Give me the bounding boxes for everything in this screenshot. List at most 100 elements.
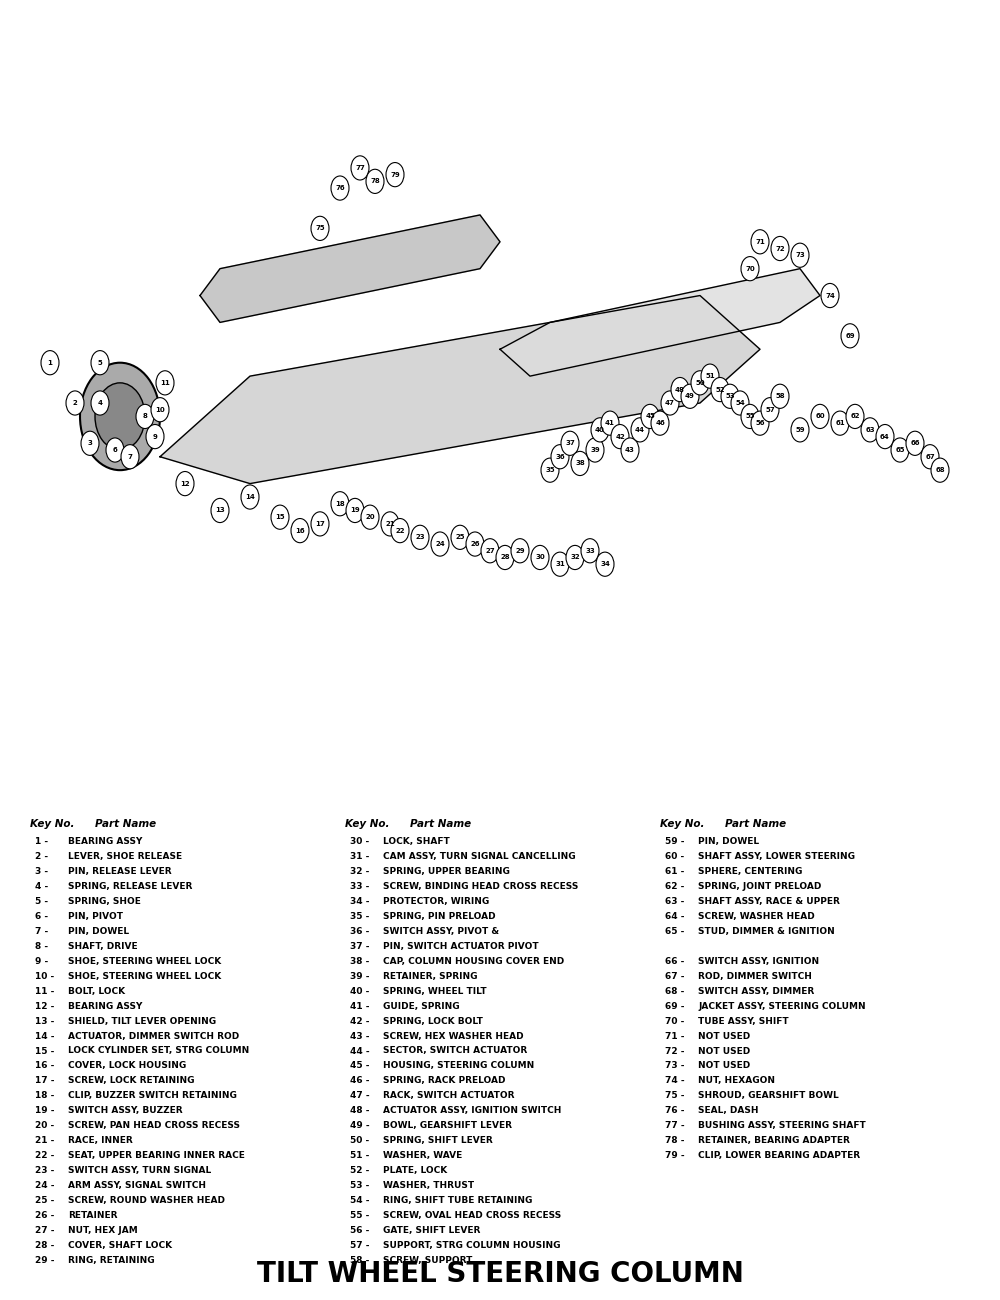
Text: 61: 61	[835, 420, 845, 426]
Text: 32 -: 32 -	[350, 867, 369, 876]
Text: RING, SHIFT TUBE RETAINING: RING, SHIFT TUBE RETAINING	[383, 1196, 532, 1205]
Text: 28 -: 28 -	[35, 1240, 54, 1249]
Text: SPRING, RACK PRELOAD: SPRING, RACK PRELOAD	[383, 1076, 506, 1085]
Text: SECTOR, SWITCH ACTUATOR: SECTOR, SWITCH ACTUATOR	[383, 1046, 527, 1056]
Text: 44: 44	[635, 426, 645, 433]
Text: 74 -: 74 -	[665, 1076, 685, 1085]
Text: Part Name: Part Name	[410, 819, 471, 829]
Text: 9: 9	[153, 434, 157, 439]
Text: 52 -: 52 -	[350, 1166, 369, 1175]
Circle shape	[91, 391, 109, 415]
Text: WASHER, THRUST: WASHER, THRUST	[383, 1180, 474, 1190]
Text: BOLT, LOCK: BOLT, LOCK	[68, 987, 125, 996]
Text: 27 -: 27 -	[35, 1226, 54, 1235]
Circle shape	[661, 391, 679, 415]
Text: Key No.: Key No.	[30, 819, 74, 829]
Text: 39 -: 39 -	[350, 972, 370, 980]
Circle shape	[531, 546, 549, 569]
Text: 31 -: 31 -	[350, 853, 369, 861]
Text: RACE, INNER: RACE, INNER	[68, 1136, 133, 1145]
Text: CLIP, LOWER BEARING ADAPTER: CLIP, LOWER BEARING ADAPTER	[698, 1152, 860, 1160]
Text: 34: 34	[600, 562, 610, 567]
Text: 5: 5	[98, 360, 102, 365]
Circle shape	[591, 417, 609, 442]
Text: 54: 54	[735, 400, 745, 406]
Text: 39: 39	[590, 447, 600, 452]
Circle shape	[291, 519, 309, 542]
Text: 51 -: 51 -	[350, 1152, 369, 1160]
Text: COVER, LOCK HOUSING: COVER, LOCK HOUSING	[68, 1061, 186, 1070]
Circle shape	[791, 243, 809, 268]
Text: BOWL, GEARSHIFT LEVER: BOWL, GEARSHIFT LEVER	[383, 1121, 512, 1130]
Text: PLATE, LOCK: PLATE, LOCK	[383, 1166, 447, 1175]
Text: SCREW, ROUND WASHER HEAD: SCREW, ROUND WASHER HEAD	[68, 1196, 225, 1205]
Text: 53: 53	[725, 394, 735, 399]
Circle shape	[91, 351, 109, 374]
Circle shape	[876, 425, 894, 448]
Circle shape	[106, 438, 124, 462]
Circle shape	[681, 385, 699, 408]
Text: 66 -: 66 -	[665, 957, 684, 966]
Circle shape	[391, 519, 409, 542]
Text: 40: 40	[595, 426, 605, 433]
Circle shape	[541, 458, 559, 482]
Text: 17: 17	[315, 521, 325, 527]
Text: 29 -: 29 -	[35, 1256, 54, 1265]
Text: NOT USED: NOT USED	[698, 1046, 750, 1056]
Text: 20 -: 20 -	[35, 1121, 54, 1130]
Text: 15 -: 15 -	[35, 1046, 54, 1056]
Circle shape	[566, 546, 584, 569]
Text: 70 -: 70 -	[665, 1017, 684, 1026]
Text: HOUSING, STEERING COLUMN: HOUSING, STEERING COLUMN	[383, 1061, 534, 1070]
Text: 62 -: 62 -	[665, 881, 684, 891]
Circle shape	[411, 525, 429, 550]
Text: SWITCH ASSY, BUZZER: SWITCH ASSY, BUZZER	[68, 1106, 183, 1115]
Text: 72: 72	[775, 246, 785, 251]
Text: 18 -: 18 -	[35, 1092, 54, 1100]
Text: 69: 69	[845, 333, 855, 339]
Text: 79: 79	[390, 172, 400, 178]
Text: Key No.: Key No.	[345, 819, 390, 829]
Text: SPRING, JOINT PRELOAD: SPRING, JOINT PRELOAD	[698, 881, 821, 891]
Text: 58 -: 58 -	[350, 1256, 369, 1265]
Text: 21: 21	[385, 521, 395, 527]
Circle shape	[891, 438, 909, 462]
Circle shape	[151, 398, 169, 421]
Text: SCREW, LOCK RETAINING: SCREW, LOCK RETAINING	[68, 1076, 194, 1085]
Text: 76: 76	[335, 185, 345, 191]
Circle shape	[80, 363, 160, 471]
Circle shape	[841, 324, 859, 348]
Text: 57: 57	[765, 407, 775, 412]
Text: PIN, SWITCH ACTUATOR PIVOT: PIN, SWITCH ACTUATOR PIVOT	[383, 941, 539, 950]
Circle shape	[241, 485, 259, 510]
Text: 2 -: 2 -	[35, 853, 48, 861]
Circle shape	[751, 230, 769, 254]
Text: 50 -: 50 -	[350, 1136, 369, 1145]
Text: SWITCH ASSY, DIMMER: SWITCH ASSY, DIMMER	[698, 987, 814, 996]
Text: PIN, PIVOT: PIN, PIVOT	[68, 913, 123, 920]
Text: 34 -: 34 -	[350, 897, 370, 906]
Text: 10: 10	[155, 407, 165, 412]
Circle shape	[771, 385, 789, 408]
Text: 26: 26	[470, 541, 480, 547]
Text: 43: 43	[625, 447, 635, 452]
Text: 23: 23	[415, 534, 425, 541]
Text: 55 -: 55 -	[350, 1212, 369, 1219]
Circle shape	[311, 216, 329, 240]
Text: Part Name: Part Name	[95, 819, 156, 829]
Text: 56 -: 56 -	[350, 1226, 369, 1235]
Text: 4: 4	[98, 400, 103, 406]
Text: RETAINER, BEARING ADAPTER: RETAINER, BEARING ADAPTER	[698, 1136, 850, 1145]
Text: 8 -: 8 -	[35, 941, 48, 950]
Text: 4 -: 4 -	[35, 881, 48, 891]
Circle shape	[906, 432, 924, 455]
Text: SWITCH ASSY, PIVOT &: SWITCH ASSY, PIVOT &	[383, 927, 499, 936]
Text: JACKET ASSY, STEERING COLUMN: JACKET ASSY, STEERING COLUMN	[698, 1001, 866, 1010]
Circle shape	[121, 445, 139, 469]
Text: LOCK, SHAFT: LOCK, SHAFT	[383, 837, 450, 846]
Text: 60 -: 60 -	[665, 853, 684, 861]
Circle shape	[211, 498, 229, 523]
Text: 45 -: 45 -	[350, 1061, 370, 1070]
Text: 77 -: 77 -	[665, 1121, 685, 1130]
Polygon shape	[160, 295, 760, 484]
